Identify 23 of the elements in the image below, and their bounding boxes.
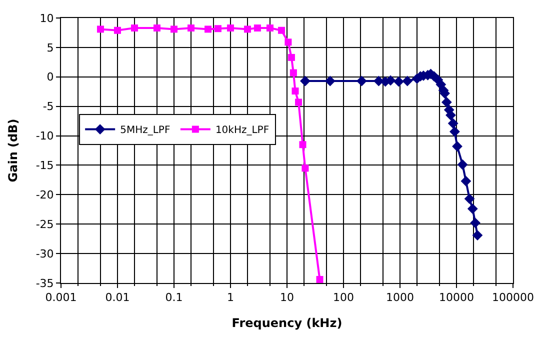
legend-label: 5MHz_LPF	[120, 125, 170, 136]
x-tick-label: 10	[280, 291, 294, 304]
y-tick-label: 0	[46, 70, 54, 84]
x-tick-label: 1	[227, 291, 234, 304]
x-tick-label: 0.01	[105, 291, 130, 304]
y-tick-label: -5	[42, 100, 54, 114]
y-tick-label: -25	[36, 218, 54, 231]
legend-label: 10kHz_LPF	[215, 125, 270, 136]
x-tick-label: 1000	[386, 291, 414, 304]
x-axis-title: Frequency (kHz)	[232, 316, 342, 330]
y-tick-label: -15	[36, 159, 54, 172]
y-tick-label: -20	[36, 188, 54, 202]
y-tick-label: 10	[40, 12, 54, 25]
x-tick-label: 100000	[492, 291, 534, 304]
x-tick-label: 0.1	[165, 291, 183, 304]
y-tick-label: 5	[46, 41, 54, 54]
x-tick-label: 10000	[439, 291, 474, 304]
y-tick-label: -30	[36, 247, 54, 260]
x-tick-label: 0.001	[45, 291, 77, 304]
y-tick-label: -10	[36, 130, 54, 143]
y-tick-label: -35	[36, 276, 54, 290]
x-tick-label: 100	[333, 291, 354, 304]
y-axis-title: Gain (dB)	[6, 118, 20, 182]
